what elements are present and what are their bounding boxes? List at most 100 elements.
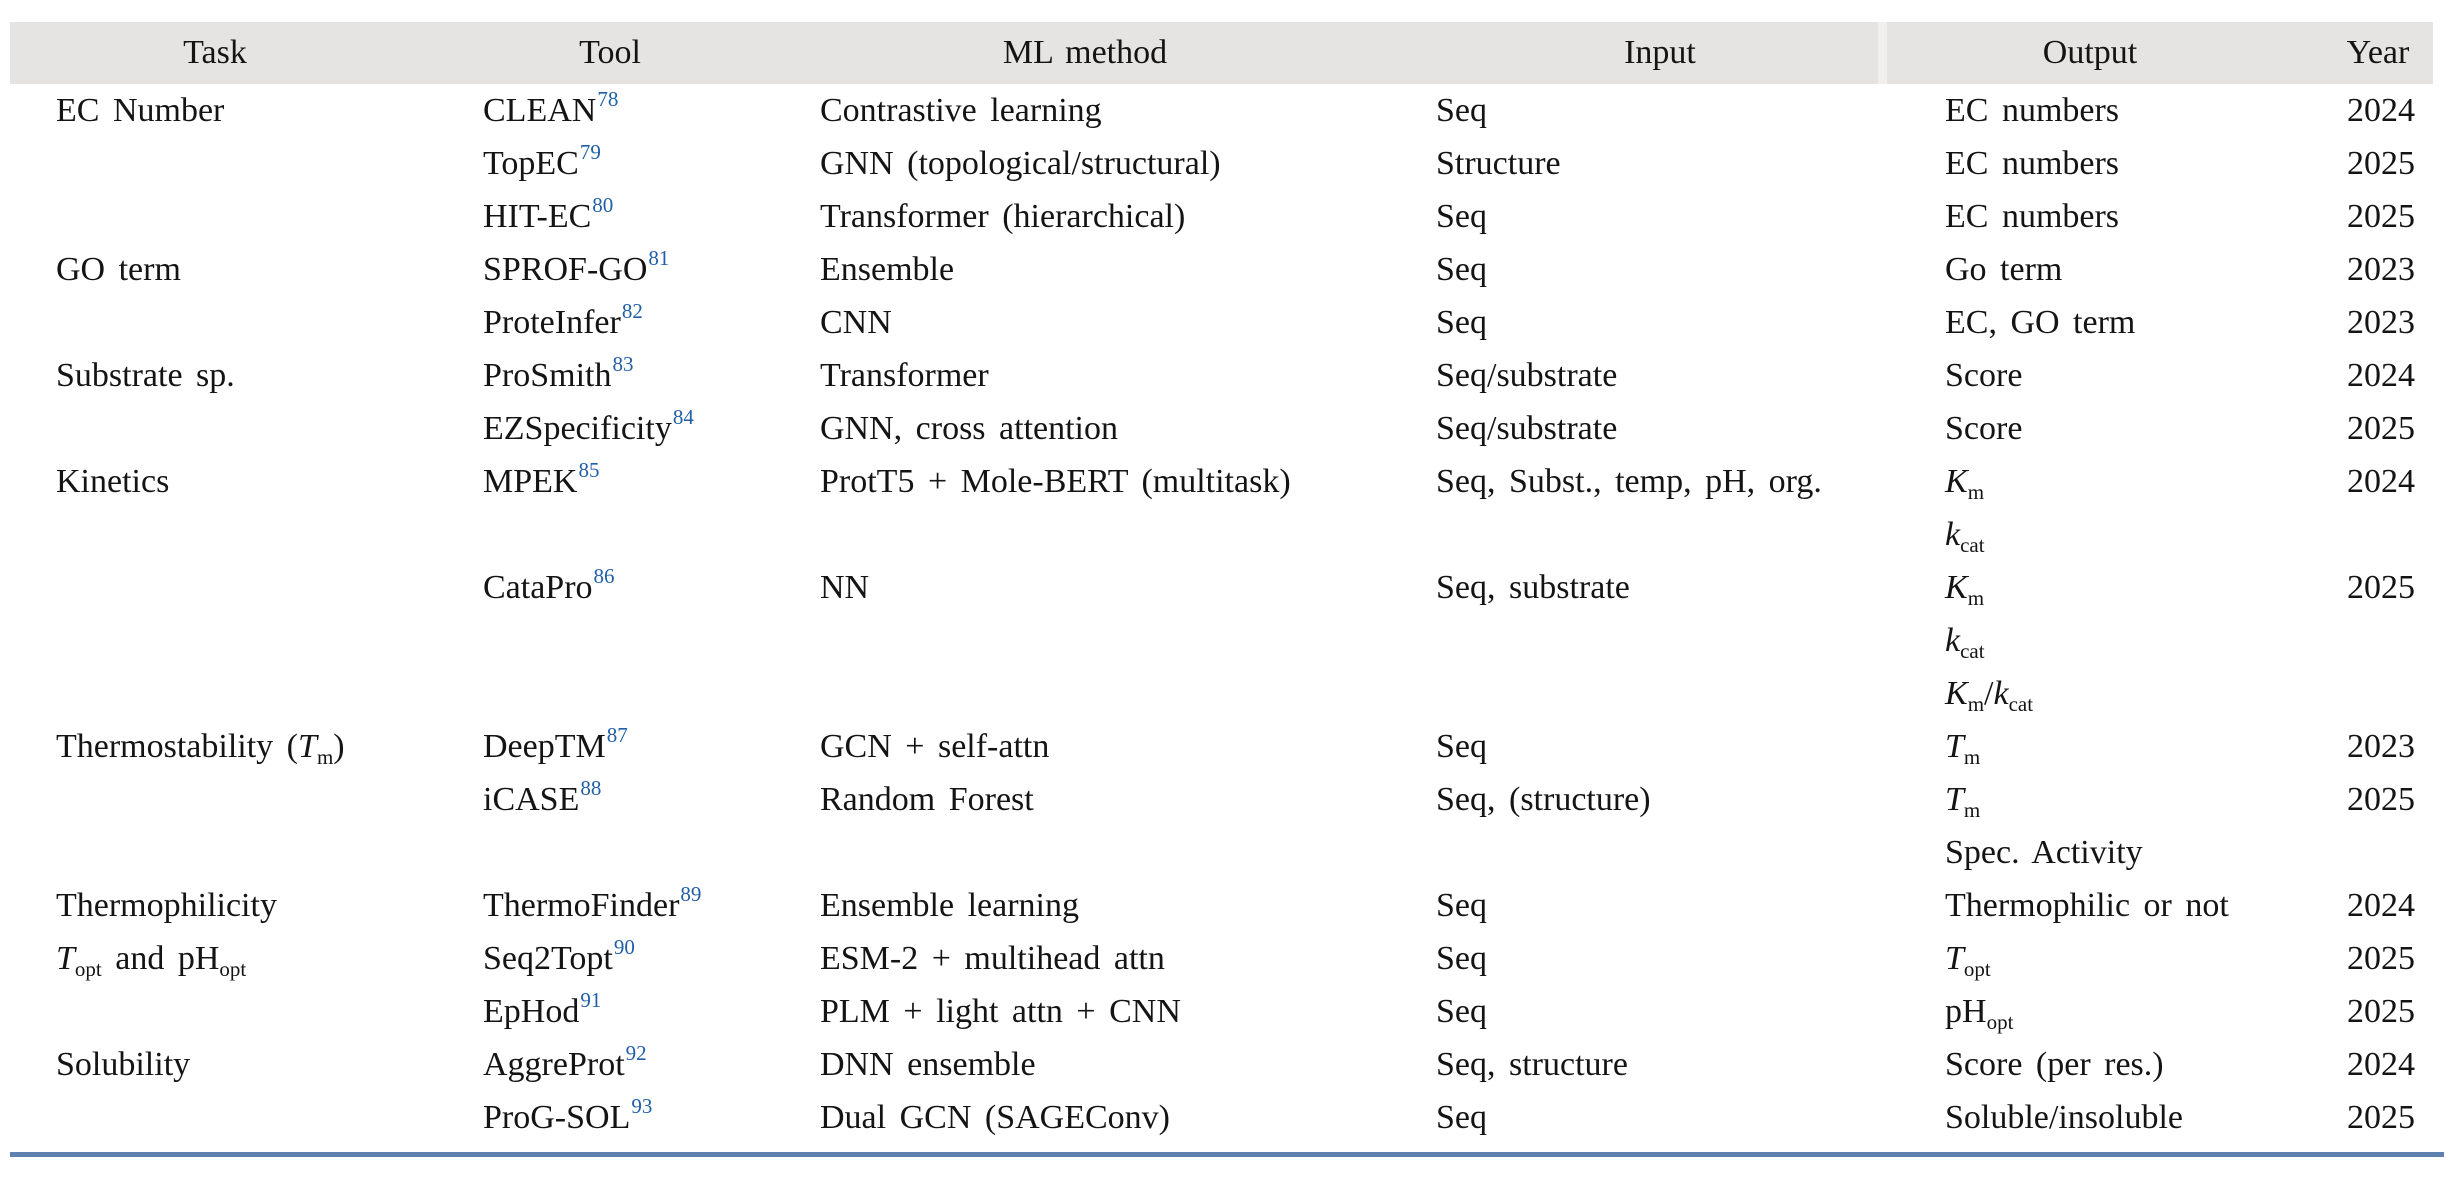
- subscript-text: opt: [1986, 1010, 2014, 1034]
- tool-cell: Seq2Topt90: [483, 932, 820, 985]
- column-header-output: Output: [2042, 34, 2138, 71]
- text-segment: Score (per res.): [1945, 1046, 2164, 1083]
- output-cell: Score: [1945, 402, 2335, 455]
- input-cell: Seq: [1436, 92, 1487, 129]
- text-segment: T: [1945, 728, 1964, 765]
- ml-method-cell: PLM + light attn + CNN: [820, 993, 1181, 1030]
- text-segment: T: [298, 728, 317, 765]
- citation-ref[interactable]: 91: [580, 988, 602, 1012]
- tool-name: DeepTM: [483, 728, 606, 765]
- output-cell: Topt: [1945, 932, 2335, 985]
- year-cell: 2024: [2347, 92, 2415, 129]
- year-cell: 2024: [2347, 887, 2415, 924]
- input-cell: Seq/substrate: [1436, 410, 1618, 447]
- citation-ref[interactable]: 82: [621, 299, 643, 323]
- table-body: EC Number CLEAN78 Contrastive learning Seq E…: [0, 84, 2452, 1144]
- citation-ref[interactable]: 81: [648, 246, 670, 270]
- input-cell: Seq: [1436, 728, 1487, 765]
- tool-name: TopEC: [483, 145, 579, 182]
- text-segment: Thermophilic or not: [1945, 887, 2229, 924]
- citation-ref[interactable]: 78: [597, 87, 619, 111]
- input-cell: Seq, (structure): [1436, 781, 1651, 818]
- input-cell: Seq, substrate: [1436, 569, 1630, 606]
- citation-ref[interactable]: 80: [592, 193, 614, 217]
- subscript-text: opt: [74, 957, 102, 981]
- tool-name: iCASE: [483, 781, 580, 818]
- input-cell: Seq, structure: [1436, 1046, 1628, 1083]
- tool-name: MPEK: [483, 463, 578, 500]
- output-cell: Km/kcat: [1945, 667, 2335, 720]
- text-segment: Thermostability (: [56, 728, 299, 765]
- column-header-tool: Tool: [579, 34, 641, 71]
- tool-cell: EpHod91: [483, 985, 820, 1038]
- tool-cell: ProteInfer82: [483, 296, 820, 349]
- subscript-text: m: [1963, 798, 1981, 822]
- tool-cell: CLEAN78: [483, 84, 820, 137]
- subscript-text: cat: [1960, 533, 1985, 557]
- citation-ref[interactable]: 85: [578, 458, 600, 482]
- ml-method-cell: Dual GCN (SAGEConv): [820, 1099, 1170, 1136]
- tool-cell: CataPro86: [483, 561, 820, 614]
- output-cell: Score (per res.): [1945, 1038, 2335, 1091]
- tool-cell: AggreProt92: [483, 1038, 820, 1091]
- citation-ref[interactable]: 87: [606, 723, 628, 747]
- output-cell: Soluble/insoluble: [1945, 1091, 2335, 1144]
- citation-ref[interactable]: 79: [579, 140, 601, 164]
- ml-method-cell: CNN: [820, 304, 892, 341]
- output-cell: EC numbers: [1945, 137, 2335, 190]
- text-segment: T: [1945, 940, 1964, 977]
- text-segment: Go term: [1945, 251, 2063, 288]
- task-cell: Thermophilicity: [56, 879, 483, 932]
- output-cell: Tm: [1945, 773, 2335, 826]
- column-header-task: Task: [183, 34, 247, 71]
- citation-ref[interactable]: 84: [672, 405, 694, 429]
- text-segment: pH: [1945, 993, 1987, 1030]
- tool-name: AggreProt: [483, 1046, 625, 1083]
- tool-cell: ProSmith83: [483, 349, 820, 402]
- citation-ref[interactable]: 88: [580, 776, 602, 800]
- year-cell: 2025: [2347, 410, 2415, 447]
- text-segment: Thermophilicity: [56, 887, 277, 924]
- text-segment: /: [1984, 675, 1994, 712]
- input-cell: Seq/substrate: [1436, 357, 1618, 394]
- tool-cell: iCASE88: [483, 773, 820, 826]
- year-cell: 2024: [2347, 463, 2415, 500]
- tool-name: ProteInfer: [483, 304, 621, 341]
- text-segment: EC Number: [56, 92, 225, 129]
- subscript-text: cat: [2008, 692, 2034, 716]
- year-cell: 2025: [2347, 145, 2415, 182]
- input-cell: Seq: [1436, 940, 1487, 977]
- output-cell: EC numbers: [1945, 84, 2335, 137]
- citation-ref[interactable]: 92: [625, 1041, 647, 1065]
- text-segment: EC numbers: [1945, 145, 2120, 182]
- tool-name: CataPro: [483, 569, 593, 606]
- output-cell: Km: [1945, 561, 2335, 614]
- subscript-text: cat: [1960, 639, 1985, 663]
- tool-cell: ThermoFinder89: [483, 879, 820, 932]
- citation-ref[interactable]: 90: [613, 935, 635, 959]
- tool-cell: SPROF-GO81: [483, 243, 820, 296]
- citation-ref[interactable]: 93: [631, 1094, 653, 1118]
- input-cell: Seq: [1436, 1099, 1487, 1136]
- text-segment: ): [333, 728, 345, 765]
- citation-ref[interactable]: 86: [593, 564, 615, 588]
- output-cell: kcat: [1945, 614, 2335, 667]
- text-segment: Score: [1945, 410, 2023, 447]
- citation-ref[interactable]: 83: [612, 352, 634, 376]
- year-cell: 2025: [2347, 940, 2415, 977]
- input-cell: Structure: [1436, 145, 1561, 182]
- ml-method-cell: Ensemble: [820, 251, 955, 288]
- output-cell: Score: [1945, 349, 2335, 402]
- subscript-text: m: [1963, 745, 1981, 769]
- input-cell: Seq: [1436, 887, 1487, 924]
- subscript-text: opt: [1963, 957, 1991, 981]
- output-cell: Thermophilic or not: [1945, 879, 2335, 932]
- citation-ref[interactable]: 89: [680, 882, 702, 906]
- text-segment: T: [56, 940, 75, 977]
- text-segment: T: [1945, 781, 1964, 818]
- tool-name: EpHod: [483, 993, 580, 1030]
- tool-name: SPROF-GO: [483, 251, 648, 288]
- year-cell: 2025: [2347, 993, 2415, 1030]
- header-seam: [1878, 22, 1887, 84]
